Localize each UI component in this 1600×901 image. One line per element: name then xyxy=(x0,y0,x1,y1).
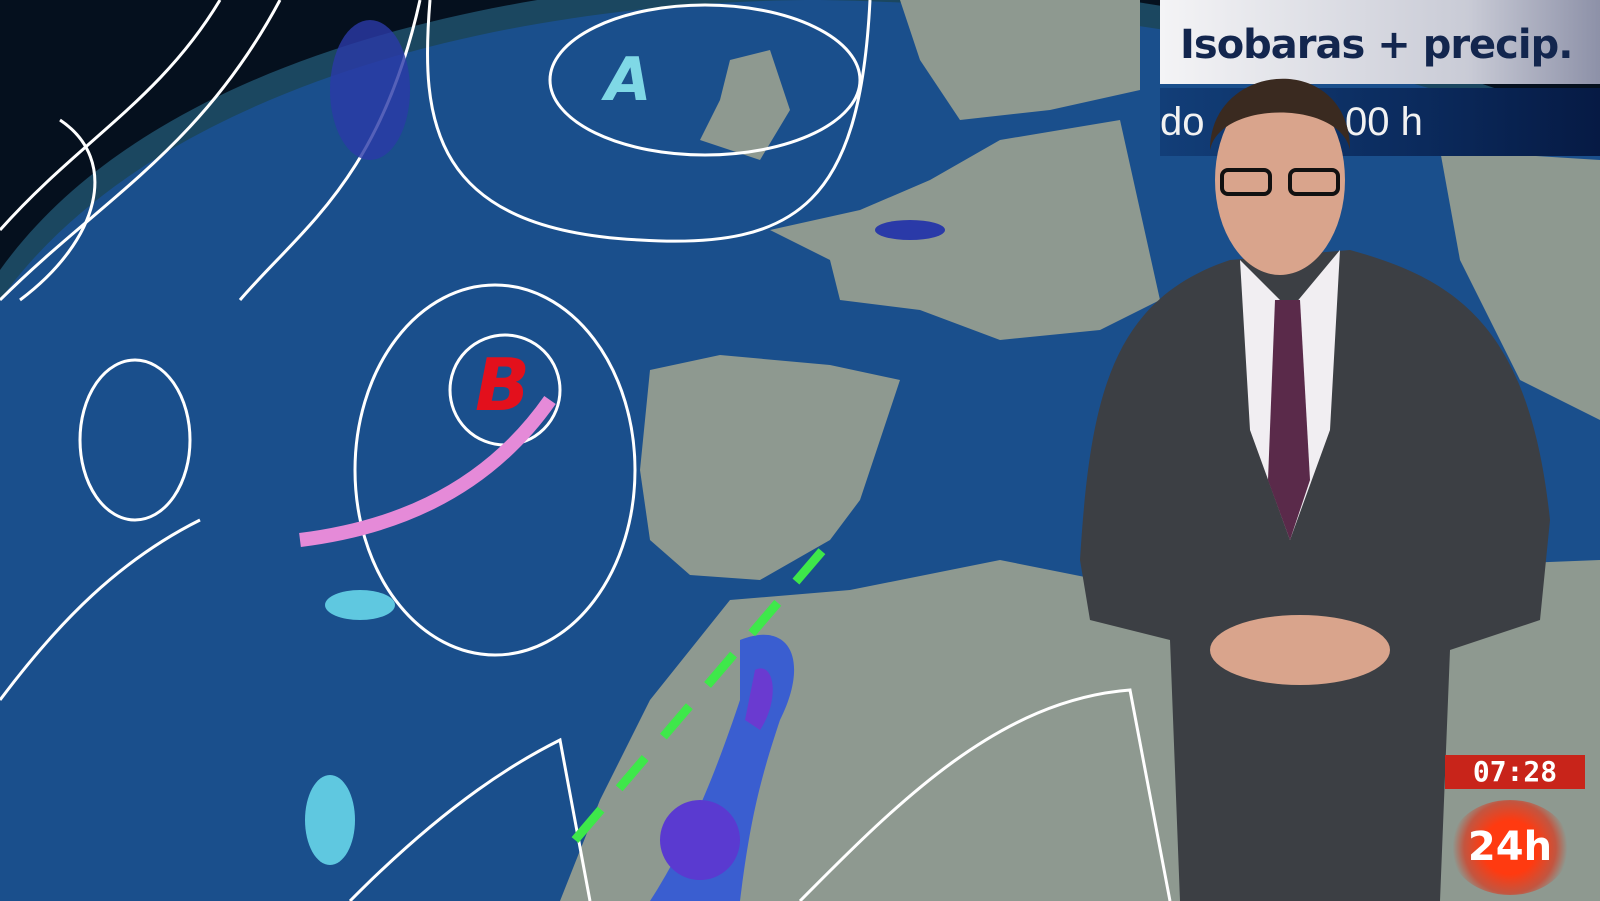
channel-logo: 24h xyxy=(1450,800,1570,895)
iberia xyxy=(640,355,900,580)
presenter-face xyxy=(1215,85,1345,275)
glasses-icon xyxy=(1220,168,1272,196)
subtitle-left: do xyxy=(1160,100,1205,144)
clock: 07:28 xyxy=(1445,755,1585,789)
france xyxy=(770,120,1160,340)
presenter-tie xyxy=(1268,300,1310,540)
precipitation xyxy=(305,20,945,901)
map-title: Isobaras + precip. xyxy=(1180,22,1573,68)
isobars xyxy=(0,0,1172,901)
low-pressure-label: B xyxy=(475,343,530,427)
presenter-hair xyxy=(1210,78,1350,150)
subtitle-right: 00 h xyxy=(1345,100,1423,144)
northern-europe xyxy=(900,0,1140,120)
high-pressure-label: A xyxy=(601,45,651,115)
britain xyxy=(700,50,790,160)
eastern-europe xyxy=(1440,150,1600,420)
presenter-hands xyxy=(1210,615,1390,685)
presenter-suit xyxy=(1080,250,1550,901)
occluded-front xyxy=(299,395,556,547)
title-banner xyxy=(1160,0,1600,84)
